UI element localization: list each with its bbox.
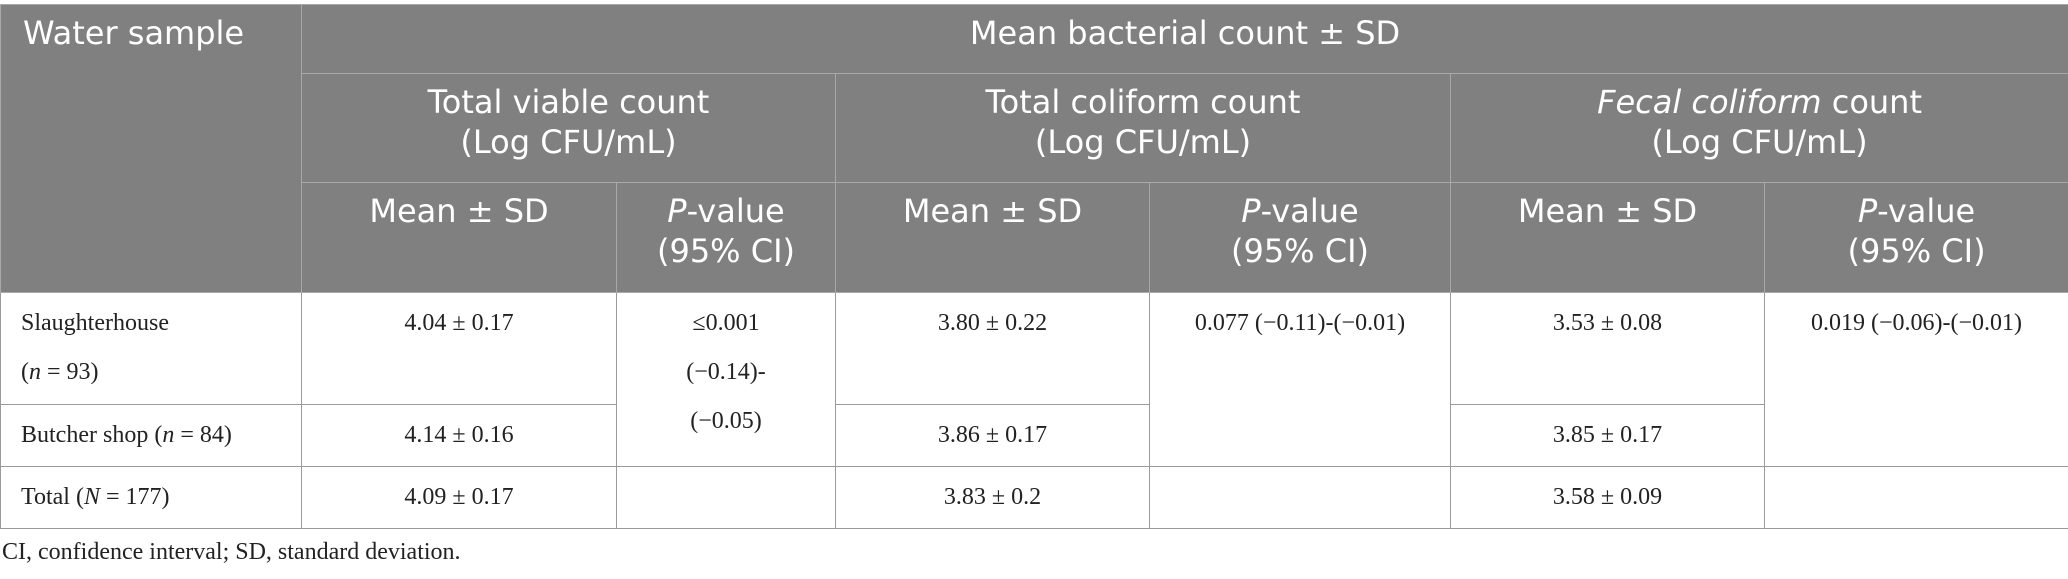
header-text: Total coliform count (985, 83, 1301, 121)
header-cell: Total viable count (Log CFU/mL) (301, 73, 836, 183)
data-table: Water sample Mean bacterial count ± SD T… (0, 4, 2068, 529)
body-row: Butcher shop (n = 84) 4.14 ± 0.16 3.86 ±… (0, 404, 2068, 467)
cell-text: 3.80 ± 0.22 (937, 310, 1048, 336)
body-row: Total (N = 177) 4.09 ± 0.17 3.83 ± 0.2 3… (0, 466, 2068, 529)
header-cell: Mean ± SD (1450, 182, 1765, 293)
cell-text: 3.58 ± 0.09 (1552, 484, 1663, 510)
header-row: Mean ± SD P-value (95% CI) Mean ± SD P-va… (1, 182, 2068, 293)
cell-text: ≤0.001 (692, 310, 760, 336)
cell-text: 4.04 ± 0.17 (404, 310, 514, 336)
row-label: n (29, 359, 41, 385)
header-text: count (1831, 83, 1922, 121)
header-cell: P-value (95% CI) (1763, 182, 2068, 293)
cell: ≤0.001 (−0.14)- (−0.05) (616, 292, 836, 467)
empty-cell (1763, 466, 2068, 529)
header-cell: Fecal coliform count (Log CFU/mL) (1449, 73, 2068, 183)
header-cell: Mean ± SD (301, 182, 617, 293)
empty-cell (616, 466, 836, 529)
cell: 3.85 ± 0.17 (1450, 404, 1765, 467)
header-text: (95% CI) (1230, 232, 1370, 270)
label-cell: Total (N = 177) (0, 466, 302, 529)
cell-text: 3.85 ± 0.17 (1552, 422, 1663, 448)
cell: 3.58 ± 0.09 (1450, 466, 1765, 529)
header-text: Fecal coliform (1597, 83, 1822, 121)
cell-text: (−0.14)- (686, 359, 766, 385)
header-cell: Water sample (0, 4, 302, 293)
label-cell: Butcher shop (n = 84) (0, 404, 302, 467)
row-label: = 93) (47, 359, 99, 385)
row-label: Butcher shop (21, 422, 149, 448)
row-label: Slaughterhouse (21, 310, 169, 336)
header-text: P (1857, 192, 1878, 230)
header-cell: Mean bacterial count ± SD (300, 4, 2068, 74)
page: Water sample Mean bacterial count ± SD T… (0, 4, 2068, 579)
header-line: Fecal coliform count (1457, 82, 2062, 122)
header-text: -value (686, 192, 785, 230)
row-label: n (162, 422, 175, 448)
row-label: N (83, 484, 100, 510)
cell: 0.019 (−0.06)-(−0.01) (1763, 292, 2068, 467)
header-line: P-value (1156, 191, 1444, 231)
cell: 4.09 ± 0.17 (301, 466, 617, 529)
footnote: CI, confidence interval; SD, standard de… (2, 539, 461, 565)
body-row: Slaughterhouse (n = 93) 4.04 ± 0.17 ≤0.00… (0, 292, 2068, 467)
header-text: Mean ± SD (369, 192, 549, 230)
cell-text: 0.077 (−0.11)-(−0.01) (1194, 310, 1406, 336)
header-line: P-value (1771, 191, 2062, 231)
cell: 4.04 ± 0.17 (301, 292, 617, 405)
cell: 4.14 ± 0.16 (301, 404, 617, 467)
cell-text: 0.019 (−0.06)-(−0.01) (1811, 310, 2023, 336)
cell: 0.077 (−0.11)-(−0.01) (1149, 292, 1451, 467)
row-label: ( (21, 359, 29, 385)
cell: 3.83 ± 0.2 (835, 466, 1150, 529)
cell: 3.80 ± 0.22 (835, 292, 1150, 405)
header-text: (Log CFU/mL) (1651, 123, 1868, 161)
header-cell: P-value (95% CI) (616, 182, 836, 293)
header-text: (Log CFU/mL) (1034, 123, 1252, 161)
cell-text: 3.86 ± 0.17 (937, 422, 1048, 448)
cell: 3.86 ± 0.17 (835, 404, 1150, 467)
cell: 3.53 ± 0.08 (1450, 292, 1765, 405)
row-label: = 177) (106, 484, 170, 510)
header-text: P (667, 192, 687, 230)
cell-text: 3.83 ± 0.2 (943, 484, 1042, 510)
cell-text: (−0.05) (690, 408, 762, 434)
cell-text: 4.09 ± 0.17 (404, 484, 514, 510)
header-cell: P-value (95% CI) (1149, 182, 1451, 293)
row-label: Total (21, 484, 70, 510)
header-row: Water sample Mean bacterial count ± SD (0, 4, 2068, 293)
row-label: ( (154, 422, 163, 448)
header-text: Water sample (23, 14, 245, 52)
header-text: Mean ± SD (1517, 192, 1698, 230)
cell-text: 3.53 ± 0.08 (1552, 310, 1663, 336)
header-line: P-value (623, 191, 829, 231)
label-cell: Slaughterhouse (n = 93) (0, 292, 302, 405)
header-cell: Total coliform count (Log CFU/mL) (835, 73, 1451, 183)
header-text: Mean ± SD (902, 192, 1083, 230)
header-text: -value (1260, 192, 1359, 230)
header-text: (Log CFU/mL) (460, 123, 677, 161)
header-text: Total viable count (427, 83, 710, 121)
header-text: Mean bacterial count ± SD (969, 14, 1401, 52)
row-label: ( (75, 484, 84, 510)
header-text: P (1241, 192, 1261, 230)
row-label: = 84) (180, 422, 232, 448)
header-text: (95% CI) (656, 232, 796, 270)
empty-cell (1149, 466, 1451, 529)
cell-text: 4.14 ± 0.16 (404, 422, 514, 448)
header-cell: Mean ± SD (835, 182, 1150, 293)
header-row: Total viable count (Log CFU/mL) Total col… (1, 73, 2068, 183)
header-text: (95% CI) (1847, 232, 1986, 270)
header-text: -value (1877, 192, 1976, 230)
